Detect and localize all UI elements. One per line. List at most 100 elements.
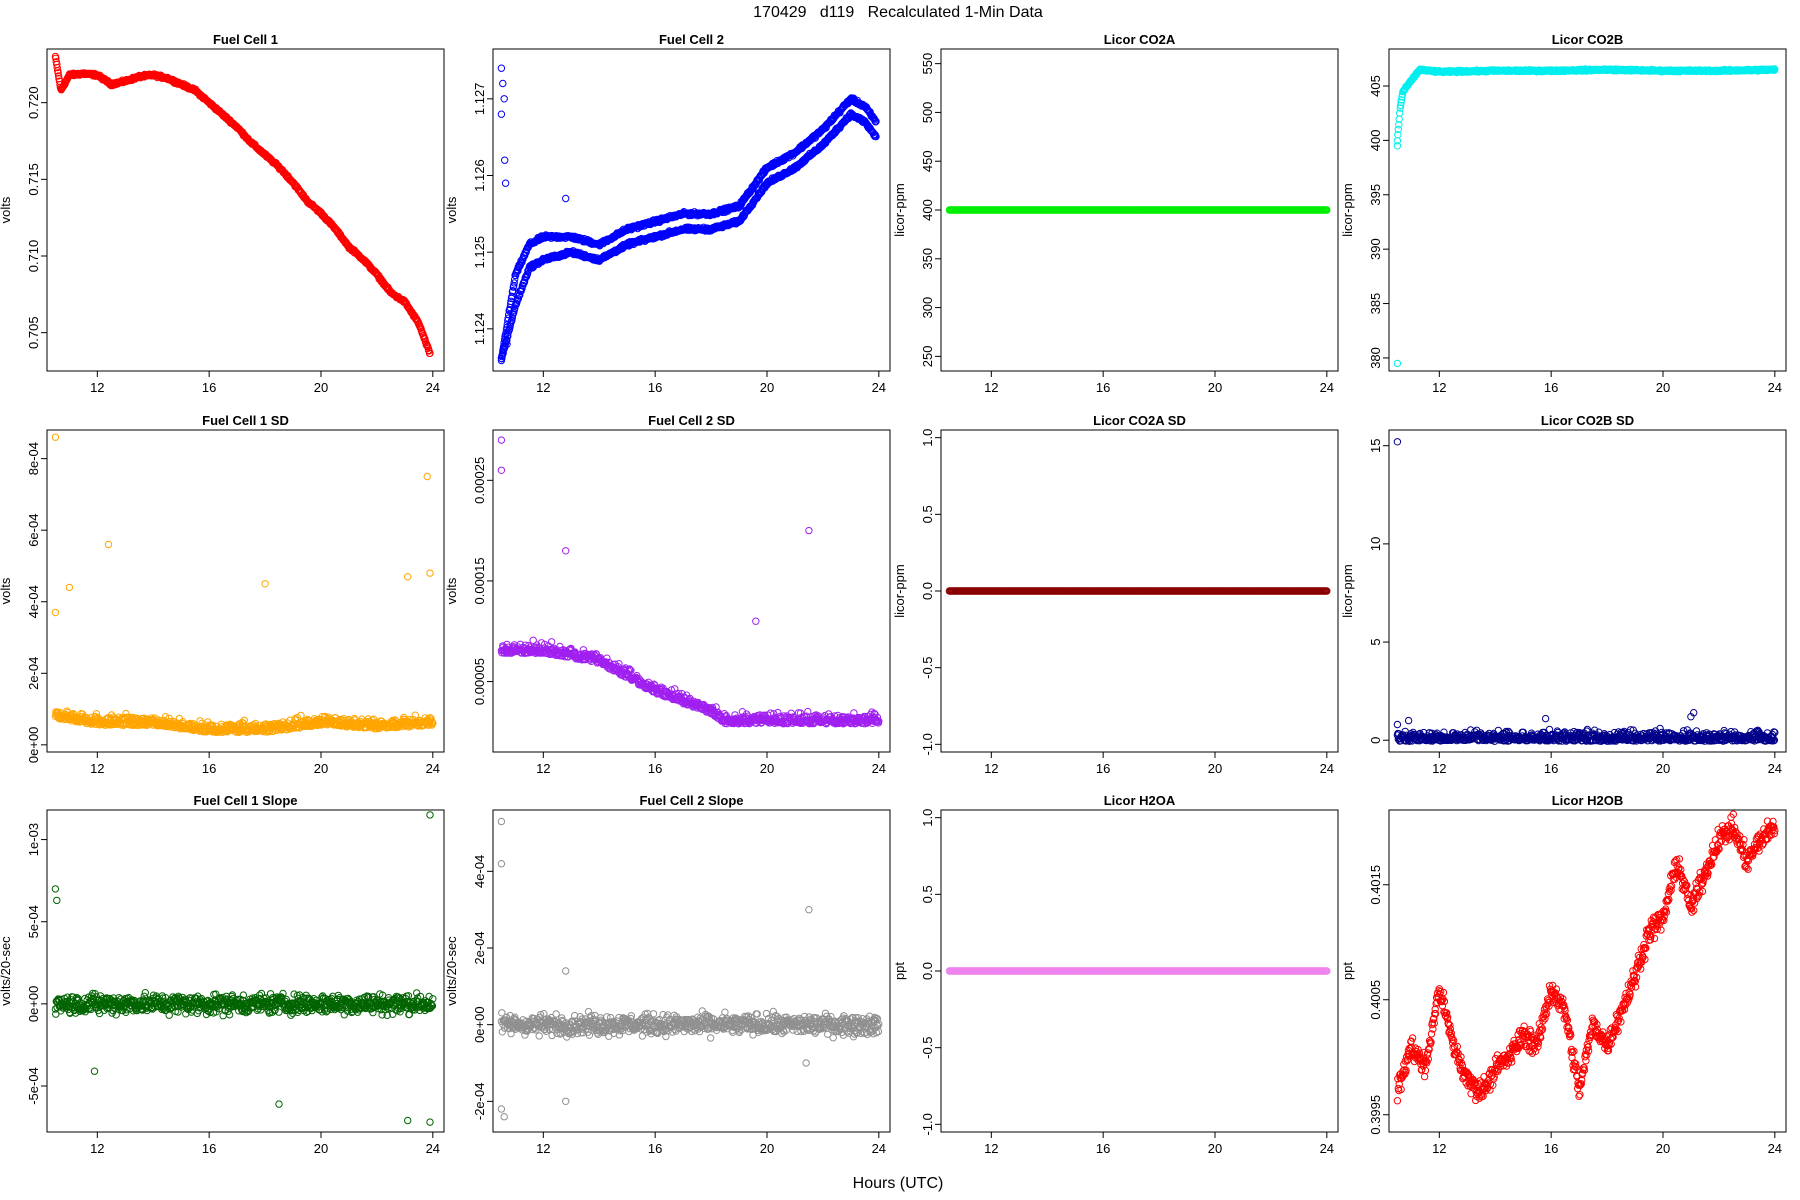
y-tick-label: 1.127 <box>472 83 487 116</box>
panel-1: Fuel Cell 212 16 20 241.1241.1251.1261.127v… <box>444 32 891 395</box>
data-point <box>615 660 623 668</box>
data-points <box>497 64 880 378</box>
figure-xlabel: Hours (UTC) <box>853 1175 944 1192</box>
x-tick-label: 16 <box>1096 380 1110 395</box>
panel-title: Licor CO2B <box>1552 32 1624 47</box>
data-point <box>1396 109 1404 117</box>
data-point <box>503 336 511 344</box>
data-point <box>52 58 60 66</box>
y-tick-label: 0.715 <box>26 163 41 196</box>
data-point <box>1397 96 1406 104</box>
data-point <box>1396 104 1404 112</box>
y-tick-label: 8e-04 <box>26 442 41 475</box>
y-tick-label: 400 <box>920 199 935 221</box>
panel-title: Fuel Cell 1 SD <box>202 413 289 428</box>
x-tick-label: 16 <box>202 761 216 776</box>
data-point <box>423 472 431 481</box>
y-tick-label: 0.710 <box>26 240 41 273</box>
data-point <box>104 540 113 549</box>
data-point <box>92 710 101 718</box>
data-point <box>529 636 537 644</box>
data-point <box>1395 121 1403 129</box>
y-tick-label: 1.125 <box>472 236 487 269</box>
y-tick-label: 0.720 <box>26 86 41 119</box>
x-tick-label: 12 <box>536 761 550 776</box>
y-axis-label: volts <box>0 577 13 604</box>
y-tick-label: 550 <box>920 53 935 75</box>
x-tick-label: 20 <box>1656 380 1670 395</box>
data-point <box>1393 359 1402 368</box>
x-tick-label: 16 <box>202 380 216 395</box>
data-point <box>429 719 437 727</box>
data-point <box>426 569 434 577</box>
data-point <box>1396 101 1405 110</box>
y-axis-label: licor-ppm <box>892 183 907 236</box>
x-tick-label: 20 <box>760 380 774 395</box>
data-points <box>497 436 883 728</box>
x-tick-label: 16 <box>648 380 662 395</box>
y-tick-label: 450 <box>920 150 935 172</box>
data-point <box>510 279 518 287</box>
y-tick-label: 405 <box>1368 75 1383 97</box>
y-tick-label: 0.705 <box>26 316 41 349</box>
data-point <box>238 718 246 727</box>
data-point <box>1394 131 1402 139</box>
data-point <box>65 583 74 592</box>
y-tick-label: 250 <box>920 346 935 368</box>
data-point <box>514 295 522 303</box>
x-tick-label: 24 <box>872 380 886 395</box>
y-tick-label: 350 <box>920 248 935 270</box>
data-point <box>53 63 61 72</box>
x-tick-label: 12 <box>984 380 998 395</box>
y-tick-label: 6e-04 <box>26 514 41 547</box>
data-point <box>500 95 508 103</box>
data-point <box>511 304 519 313</box>
x-tick-label: 20 <box>314 761 328 776</box>
data-point <box>503 340 511 348</box>
y-tick-label: 385 <box>1368 293 1383 315</box>
y-tick-label: 0.00025 <box>472 457 487 504</box>
plot-frame <box>492 429 891 753</box>
data-point <box>1393 142 1402 150</box>
x-tick-label: 24 <box>426 380 440 395</box>
y-tick-label: 300 <box>920 297 935 319</box>
x-tick-label: 16 <box>1544 380 1558 395</box>
data-point <box>497 110 506 118</box>
data-point <box>51 608 60 617</box>
data-point <box>1394 125 1403 134</box>
data-points <box>51 433 437 737</box>
x-tick-label: 24 <box>872 761 886 776</box>
y-axis-label: volts <box>444 577 459 604</box>
data-point <box>505 372 511 378</box>
data-point <box>523 270 532 278</box>
panel-0: Fuel Cell 112 16 20 240.7050.7100.7150.720v… <box>0 32 445 395</box>
data-point <box>508 313 517 322</box>
data-point <box>1323 206 1331 214</box>
data-point <box>251 719 260 728</box>
y-axis-label: volts <box>0 196 13 223</box>
data-point <box>54 72 63 80</box>
y-axis-label: licor-ppm <box>1340 183 1355 236</box>
panels: Fuel Cell 112 16 20 240.7050.7100.7150.720v… <box>0 32 1787 1156</box>
data-point <box>140 714 148 722</box>
data-points <box>1393 65 1779 368</box>
y-tick-label: 1.126 <box>472 159 487 192</box>
panel-title: Fuel Cell 2 SD <box>648 413 735 428</box>
data-point <box>501 156 509 164</box>
x-tick-label: 24 <box>426 761 440 776</box>
y-tick-label: 2e-04 <box>26 657 41 690</box>
y-tick-label: 380 <box>1368 347 1383 369</box>
y-axis-label: volts <box>444 196 459 223</box>
x-tick-label: 12 <box>1432 380 1446 395</box>
y-tick-label: 0.00015 <box>472 557 487 604</box>
data-point <box>872 117 880 126</box>
data-points <box>945 206 1331 214</box>
y-tick-label: 500 <box>920 102 935 124</box>
data-point <box>499 79 507 88</box>
x-tick-label: 20 <box>314 380 328 395</box>
data-point <box>872 132 880 141</box>
data-point <box>501 179 510 187</box>
